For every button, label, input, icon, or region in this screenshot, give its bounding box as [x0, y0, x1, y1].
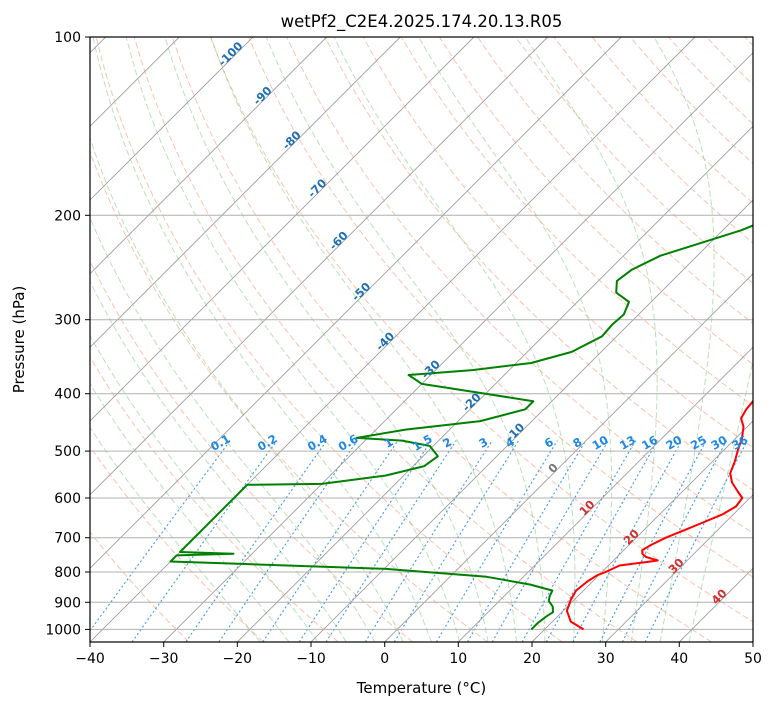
moist-adiabat [688, 358, 753, 642]
mixing-ratio-label: 13 [617, 433, 638, 453]
moist-adiabat [90, 426, 261, 642]
plot-frame [89, 36, 754, 643]
y-tick-label: 200 [54, 208, 81, 224]
isotherm [163, 52, 753, 642]
x-tick-label: 50 [744, 651, 762, 667]
mixing-ratio-line [298, 440, 432, 642]
y-tick-label: 800 [54, 565, 81, 581]
x-tick-label: 0 [380, 651, 389, 667]
isotherm [605, 494, 753, 642]
mixing-ratio-label: 36 [729, 433, 750, 453]
mixing-ratio-label: 25 [688, 433, 709, 453]
mixing-ratio-line [185, 440, 328, 642]
moist-adiabat [164, 37, 489, 642]
dry-adiabat [90, 531, 190, 642]
moist-adiabat [90, 382, 290, 642]
mixing-ratio-line [545, 440, 659, 642]
dry-adiabat [400, 37, 753, 407]
dry-adiabat [90, 445, 264, 642]
moist-adiabat [210, 37, 517, 642]
dry-adiabat [438, 37, 753, 366]
x-tick-label: 10 [449, 651, 467, 667]
isotherm [90, 37, 401, 348]
x-tick-label: 30 [597, 651, 615, 667]
y-tick-label: 500 [54, 444, 81, 460]
axis-ticks: −40 −30 −20 −10 0 10 20 30 40 50 1000 900 800 700 600 5… [45, 30, 762, 667]
y-tick-label: 1000 [45, 622, 81, 638]
isotherm [384, 273, 753, 642]
chart-title: wetPf2_C2E4.2025.174.20.13.R05 [281, 12, 563, 32]
dry-adiabat [95, 37, 563, 642]
profiles [169, 224, 753, 631]
x-axis-label: Temperature (°C) [356, 679, 486, 697]
mixing-ratio-label: 16 [639, 433, 660, 453]
moist-adiabat [265, 37, 546, 642]
isotherm [90, 37, 549, 496]
moist-adiabat [125, 37, 461, 642]
mixing-ratio-line [435, 440, 558, 642]
plot-area [90, 37, 753, 642]
mixing-ratio-line [325, 440, 457, 642]
x-tick-label: −30 [149, 651, 179, 667]
moist-adiabat [90, 216, 376, 642]
isotherm [457, 346, 753, 642]
mixing-ratio-line [262, 440, 399, 642]
dry-adiabat [90, 150, 488, 642]
y-tick-label: 900 [54, 595, 81, 611]
mixing-ratio-line [467, 440, 587, 642]
mixing-ratio-line [572, 440, 683, 642]
isotherm [90, 37, 622, 569]
mixing-ratio-label: 20 [663, 433, 684, 453]
isotherm [310, 199, 753, 642]
y-axis-label: Pressure (hPa) [10, 286, 28, 394]
mixing-ratio-line [491, 440, 609, 642]
mixing-ratio-line [599, 440, 707, 642]
x-tick-label: −10 [296, 651, 326, 667]
y-tick-label: 600 [54, 491, 81, 507]
isotherm [531, 420, 753, 642]
moist-adiabat [90, 136, 404, 642]
dry-adiabat [248, 37, 753, 578]
dry-adiabat [210, 37, 753, 623]
mixing-ratio-line [364, 440, 493, 642]
mixing-ratio-line [621, 440, 728, 642]
moist-adiabat [524, 37, 658, 642]
x-tick-label: 40 [670, 651, 688, 667]
dewpoint-profile-line [169, 224, 753, 631]
dry-adiabat [171, 37, 712, 642]
moist-adiabat [653, 37, 715, 642]
moist-adiabat [90, 280, 347, 642]
isotherm [90, 37, 328, 275]
y-tick-label: 300 [54, 313, 81, 329]
dry-adiabat [515, 37, 753, 284]
grid [90, 37, 753, 642]
isotherm [90, 37, 475, 422]
x-tick-label: −20 [223, 651, 253, 667]
moist-adiabat [418, 37, 613, 642]
mixing-ratio-label: 30 [709, 433, 730, 453]
mixing-ratio-label: 10 [590, 433, 611, 453]
dry-adiabat [133, 37, 638, 642]
y-tick-label: 700 [54, 531, 81, 547]
y-tick-label: 400 [54, 387, 81, 403]
moist-adiabat [333, 37, 576, 642]
mixing-ratio-line [90, 440, 231, 632]
isotherm [236, 125, 753, 642]
y-tick-label: 100 [54, 30, 81, 46]
isotherm [90, 37, 254, 201]
mixing-ratio-line [131, 440, 278, 642]
moist-adiabat [90, 334, 319, 642]
moist-adiabat [92, 37, 432, 642]
mixing-ratio-line [644, 440, 748, 642]
mixing-ratio-line [521, 440, 637, 642]
x-tick-label: −40 [75, 651, 105, 667]
temperature-profile-line [565, 399, 753, 631]
x-tick-label: 20 [523, 651, 541, 667]
